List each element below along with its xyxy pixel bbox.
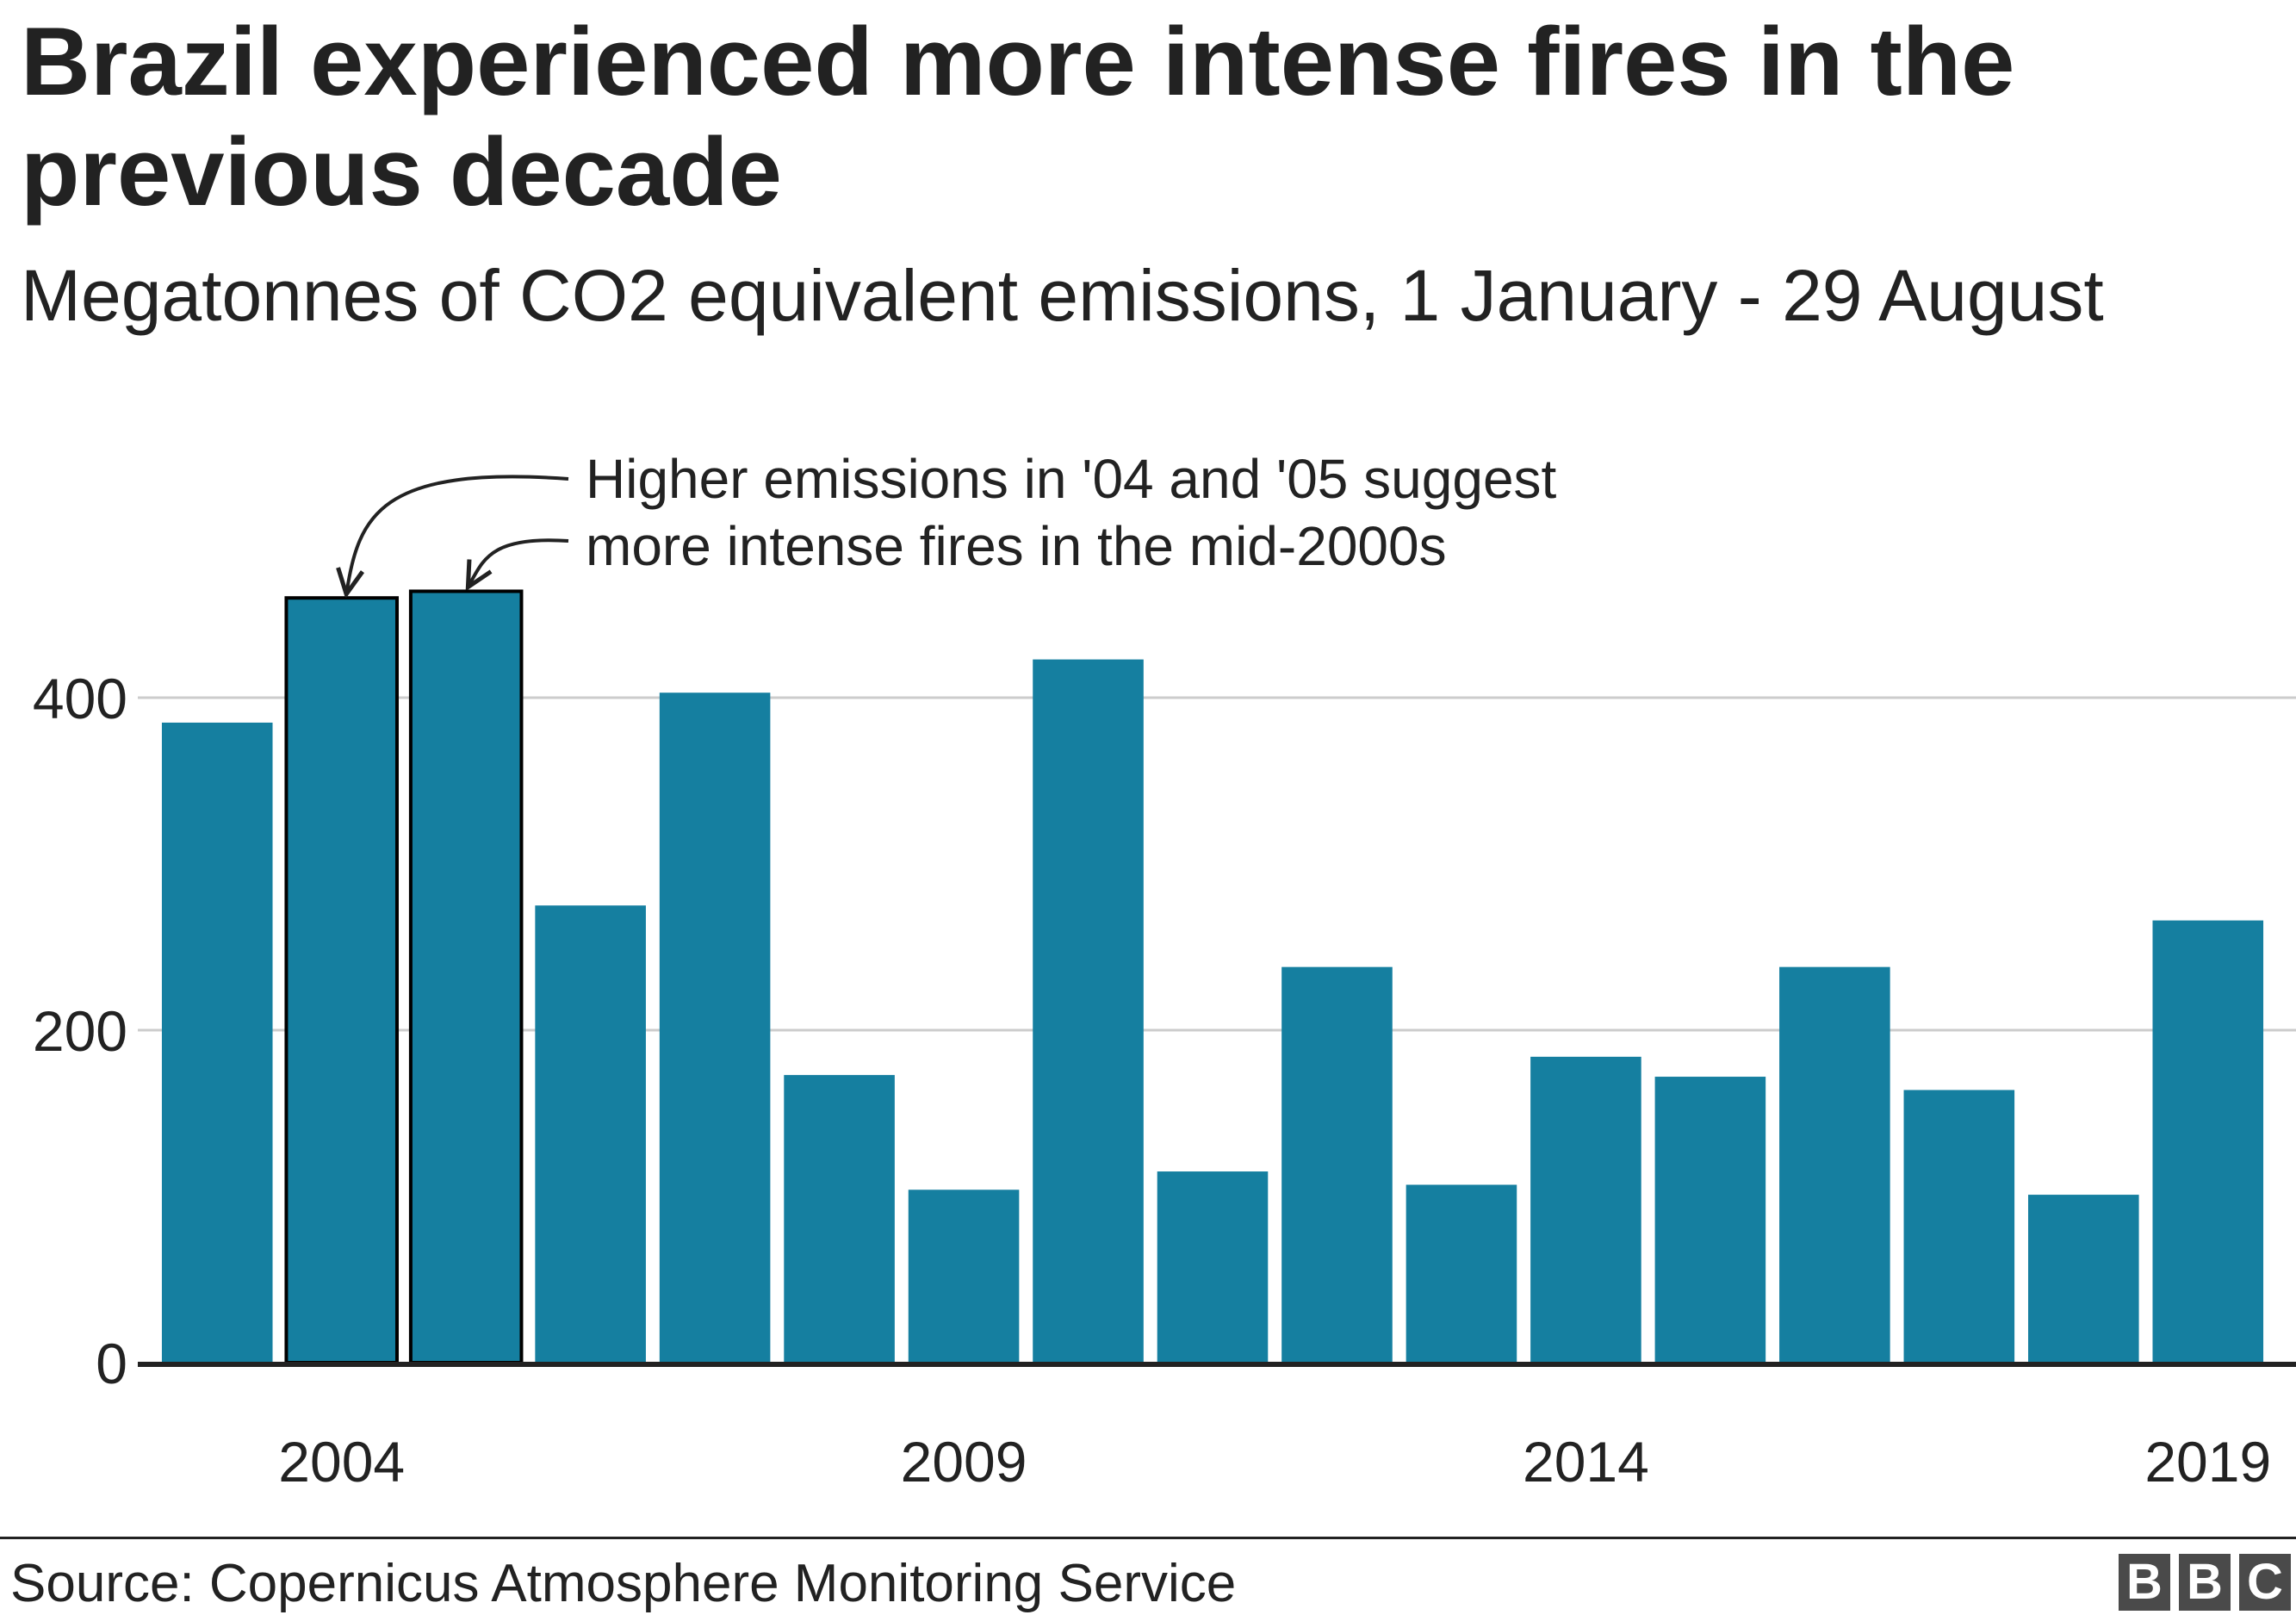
source-note: Source: Copernicus Atmosphere Monitoring…	[10, 1554, 1237, 1613]
footer-divider	[0, 1537, 2296, 1539]
bar-highlighted	[284, 596, 399, 1364]
x-tick-label: 2019	[2144, 1430, 2271, 1494]
chart-subtitle: Megatonnes of CO2 equivalent emissions, …	[21, 255, 2104, 336]
bar	[784, 1075, 895, 1363]
bar	[659, 693, 771, 1363]
logo-letter: B	[2179, 1554, 2231, 1611]
bar	[2152, 920, 2264, 1363]
bar	[1530, 1056, 1641, 1363]
annotation-arrow	[347, 475, 569, 591]
bar	[1281, 966, 1393, 1363]
bar	[2028, 1195, 2139, 1363]
annotation-arrow	[469, 538, 569, 584]
logo-letter: C	[2239, 1554, 2291, 1611]
x-tick-label: 2009	[901, 1430, 1027, 1494]
bar-highlighted	[408, 589, 524, 1364]
chart-title: Brazil experienced more intense fires in…	[21, 8, 2015, 226]
x-tick-label: 2014	[1523, 1430, 1649, 1494]
annotation-text: more intense fires in the mid-2000s	[586, 515, 1447, 577]
bar	[535, 905, 646, 1363]
bar	[1654, 1077, 1766, 1363]
annotation-text: Higher emissions in '04 and '05 suggest	[586, 448, 1557, 510]
y-tick-label: 0	[96, 1332, 127, 1395]
y-tick-label: 200	[33, 999, 127, 1063]
bar	[1157, 1171, 1269, 1363]
x-tick-label: 2004	[278, 1430, 405, 1494]
bar	[1903, 1090, 2015, 1363]
logo-letter: B	[2119, 1554, 2170, 1611]
y-tick-label: 400	[33, 667, 127, 730]
bar	[1779, 966, 1890, 1363]
bar	[1406, 1184, 1517, 1363]
bar	[1033, 659, 1144, 1363]
bar	[908, 1190, 1020, 1363]
bbc-logo: B B C	[2119, 1554, 2291, 1611]
bar-chart: 0 200 400 2004 2009 2014 2019 Higher emissions …	[33, 448, 2296, 1494]
bar	[161, 722, 273, 1363]
